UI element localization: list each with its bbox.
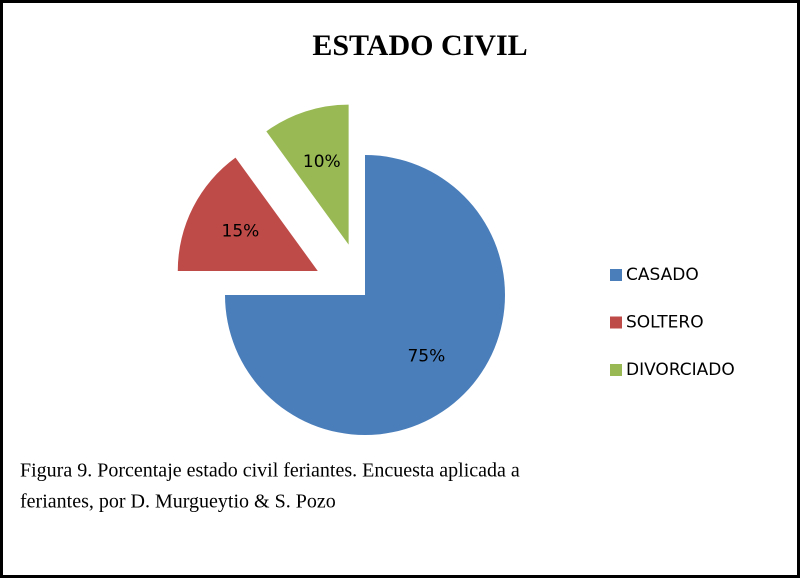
legend-label: CASADO [626,265,699,285]
caption-line: feriantes, por D. Murgueytio & S. Pozo [20,491,336,513]
legend-label: SOLTERO [626,313,704,333]
data-label: 75% [407,346,445,366]
legend-swatch [610,316,622,329]
chart-title: ESTADO CIVIL [312,29,527,62]
pie-slice [177,157,318,271]
pie-slice [225,155,505,435]
legend-label: DIVORCIADO [626,360,735,380]
legend-swatch [610,364,622,376]
data-label: 15% [222,222,260,242]
pie-slice [266,104,349,245]
caption-line: Figura 9. Porcentaje estado civil ferian… [20,460,520,482]
data-label: 10% [303,152,341,172]
legend-swatch [610,269,622,281]
